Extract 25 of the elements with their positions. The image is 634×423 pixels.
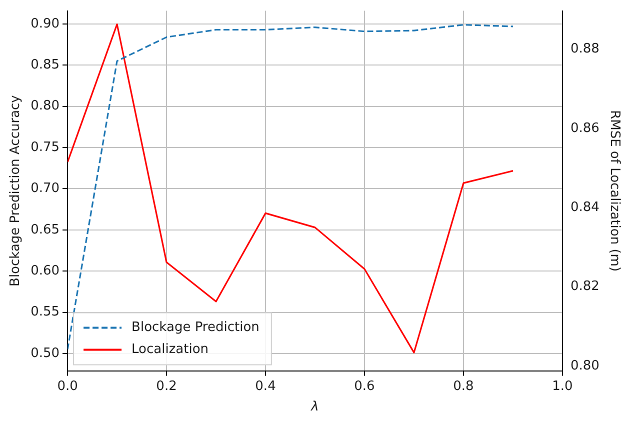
y-tick-label: 0.50 [30, 346, 60, 361]
y2-axis-title: RMSE of Localization (m) [606, 110, 622, 272]
legend-label: Localization [132, 342, 209, 358]
y-tick-label: 0.85 [30, 58, 60, 73]
x-tick-label: 0.0 [57, 378, 78, 394]
x-tick-label: 0.2 [156, 378, 177, 394]
y-tick-label: 0.55 [30, 304, 60, 320]
y2-tick-label: 0.84 [570, 200, 600, 216]
y2-tick-label: 0.82 [570, 279, 600, 294]
y-tick-label: 0.90 [30, 16, 60, 32]
x-axis-title: λ [310, 400, 319, 415]
x-tick-label: 0.6 [354, 378, 375, 394]
y-tick-label: 0.60 [30, 263, 60, 278]
y-tick-label: 0.80 [30, 98, 60, 114]
y-axis-title: Blockage Prediction Accuracy [8, 94, 24, 286]
y2-tick-label: 0.80 [570, 358, 600, 374]
x-tick-label: 0.8 [453, 378, 474, 394]
y-tick-label: 0.70 [30, 181, 60, 196]
y-tick-label: 0.75 [30, 140, 60, 155]
y2-tick-label: 0.86 [570, 120, 600, 136]
legend-label: Blockage Prediction [132, 320, 260, 336]
y2-tick-label: 0.88 [570, 42, 600, 57]
y-tick-label: 0.65 [30, 222, 60, 238]
x-tick-label: 1.0 [552, 378, 573, 394]
x-tick-label: 0.4 [255, 378, 276, 394]
